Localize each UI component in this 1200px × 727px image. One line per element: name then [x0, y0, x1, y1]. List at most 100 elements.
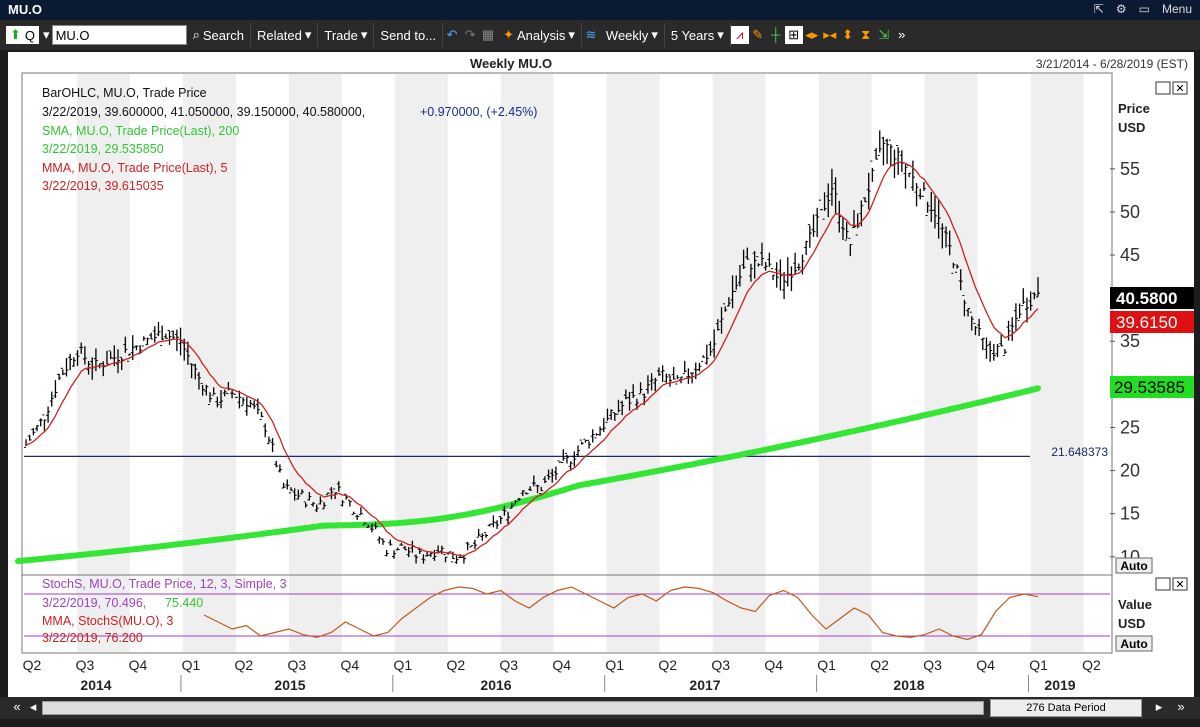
scroll-right-icon[interactable]: ▸◂ — [823, 27, 837, 42]
ohlc-bar — [763, 262, 768, 271]
more-icon[interactable]: » — [898, 27, 906, 42]
stoch-auto-button[interactable] — [1115, 635, 1153, 652]
ohlc-bar — [899, 150, 904, 172]
hourglass-icon[interactable]: ⧗ — [861, 27, 871, 42]
scroll-next-icon[interactable]: ▸ — [1155, 699, 1163, 714]
ohlc-bar — [896, 144, 901, 175]
search-button[interactable]: ⌕ Search — [187, 23, 252, 47]
ohlc-bar — [726, 297, 731, 307]
ohlc-bar — [745, 247, 750, 260]
stoch-polyline — [203, 586, 1039, 641]
ohlc-bar — [885, 138, 890, 164]
ohlc-bar — [947, 230, 952, 256]
ohlc-bar — [156, 322, 161, 337]
ohlc-bar — [936, 200, 941, 239]
analysis-menu[interactable]: ✦ Analysis ▾ — [497, 23, 582, 47]
restore-stoch-pane-icon[interactable] — [1155, 577, 1171, 591]
mma-badge — [1110, 311, 1194, 333]
mma-5-line[interactable] — [25, 161, 1039, 557]
chart-area[interactable]: Weekly MU.O 3/21/2014 - 6/28/2019 (EST) … — [8, 52, 1194, 697]
sma-polyline — [15, 385, 1041, 565]
minimize-icon[interactable]: ▭ — [1138, 2, 1150, 16]
ohlc-bar — [211, 387, 216, 396]
menu-button[interactable]: Menu — [1161, 2, 1192, 16]
ohlc-bar — [929, 192, 934, 222]
ohlc-bar — [1028, 291, 1033, 311]
ohlc-bar — [903, 164, 908, 189]
redo-icon[interactable]: ↷ — [464, 27, 476, 42]
edit-chart-icon[interactable]: ✎ — [752, 27, 764, 42]
scroll-first-icon[interactable]: « — [13, 699, 21, 714]
price-legend: BarOHLC, MU.O, Trade Price 3/22/2019, 39… — [42, 86, 537, 193]
scroll-left-icon[interactable]: ◂▸ — [805, 27, 819, 42]
ohlc-bar — [697, 362, 702, 372]
line-chart-icon[interactable]: ⩘ — [730, 26, 749, 44]
ohlc-bar — [682, 360, 687, 375]
related-menu[interactable]: Related ▾ — [251, 23, 319, 47]
quarter-label: Q1 — [1029, 657, 1048, 673]
ohlc-bar — [395, 547, 400, 551]
ohlc-bar — [222, 389, 227, 397]
chevron-down-icon: ▾ — [717, 27, 724, 42]
ohlc-bar — [550, 468, 555, 483]
crosshair-icon[interactable]: ┼ — [771, 27, 781, 42]
stoch-legend-line2b: 75.440 — [165, 596, 203, 610]
zoom-box-icon[interactable]: ⊞ — [784, 26, 803, 44]
ohlc-bar — [932, 195, 937, 229]
range-select[interactable]: 5 Years ▾ — [665, 23, 731, 47]
ohlc-bar — [502, 505, 507, 516]
ohlc-bar — [204, 384, 209, 396]
interval-select[interactable]: Weekly ▾ — [600, 23, 665, 47]
quarter-label: Q1 — [817, 657, 836, 673]
ohlc-bar — [42, 414, 47, 431]
trade-menu[interactable]: Trade ▾ — [318, 23, 375, 47]
quarter-label: Q2 — [23, 657, 42, 673]
link-icon[interactable]: ⚙ — [1115, 2, 1127, 16]
export-icon[interactable]: ⇲ — [878, 27, 890, 42]
quarter-band — [1030, 74, 1084, 652]
scroll-prev-icon[interactable]: ◂ — [29, 699, 37, 714]
pin-icon[interactable]: ⇱ — [1093, 2, 1104, 16]
ohlc-bar — [484, 532, 488, 538]
ohlc-bar — [1002, 348, 1007, 357]
ohlc-bar — [340, 500, 345, 507]
chart-svg[interactable]: Weekly MU.O 3/21/2014 - 6/28/2019 (EST) … — [8, 52, 1194, 697]
y-tick-label: 20 — [1120, 461, 1140, 481]
data-period-field[interactable]: 276 Data Period — [990, 699, 1142, 717]
dropdown-arrow-icon[interactable]: ▾ — [43, 27, 50, 42]
stoch-line[interactable] — [24, 586, 1110, 641]
close-pane-icon[interactable] — [1172, 81, 1188, 95]
ohlc-bar — [704, 344, 709, 365]
time-scrollbar[interactable] — [42, 701, 984, 715]
quote-selector[interactable]: ⬆ Q — [6, 26, 40, 44]
ohlc-bar — [616, 399, 621, 415]
ohlc-bar — [266, 436, 271, 445]
restore-pane-icon[interactable] — [1155, 81, 1171, 95]
undo-icon[interactable]: ↶ — [446, 27, 458, 42]
legend-line6: 3/22/2019, 39.615035 — [42, 179, 164, 193]
ohlc-bar — [653, 377, 658, 392]
ohlc-bar — [476, 528, 481, 538]
ohlc-bar — [579, 439, 584, 445]
stoch-legend-line3: MMA, StochS(MU.O), 3 — [42, 614, 173, 628]
ohlc-bars[interactable] — [24, 130, 1040, 564]
mma-badge-text: 39.6150 — [1116, 313, 1177, 332]
waves-icon[interactable]: ≋ — [585, 27, 597, 42]
scroll-last-icon[interactable]: » — [1177, 699, 1185, 714]
year-label: 2018 — [893, 677, 924, 693]
ohlc-bar — [980, 337, 985, 351]
zoom-vertical-icon[interactable]: ⬍ — [842, 27, 854, 42]
send-to-menu[interactable]: Send to... — [374, 23, 444, 47]
ohlc-bar — [421, 554, 426, 564]
symbol-input[interactable]: MU.O — [51, 25, 187, 45]
price-auto-button[interactable] — [1115, 557, 1153, 574]
ohlc-bar — [322, 502, 327, 510]
ohlc-bar — [495, 520, 500, 529]
folder-icon[interactable]: ▦ — [481, 27, 495, 42]
quarter-band — [182, 74, 236, 652]
close-stoch-pane-icon[interactable] — [1172, 577, 1188, 591]
sma-200-line[interactable] — [15, 385, 1041, 565]
analysis-icon: ✦ — [503, 27, 514, 42]
ohlc-bar — [914, 183, 919, 207]
ohlc-bar — [274, 460, 279, 468]
